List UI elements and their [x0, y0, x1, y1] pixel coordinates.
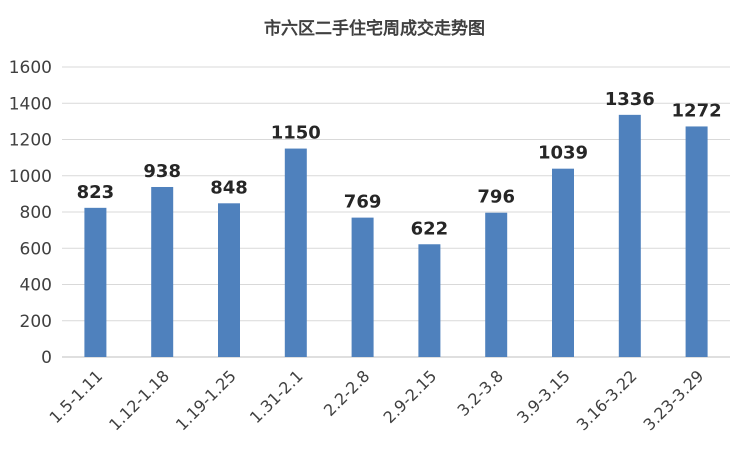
y-tick-label: 600 — [20, 239, 52, 259]
y-tick-label: 1000 — [9, 167, 52, 187]
x-tick-label: 3.23-3.29 — [640, 366, 708, 434]
chart-title: 市六区二手住宅周成交走势图 — [264, 19, 485, 39]
x-tick-label: 3.2-3.8 — [454, 366, 508, 420]
y-tick-label: 1200 — [9, 131, 52, 151]
x-tick-label: 1.19-1.25 — [172, 366, 240, 434]
bar — [618, 114, 641, 357]
bar — [418, 244, 441, 357]
data-label: 1150 — [271, 123, 321, 144]
y-tick-label: 200 — [20, 312, 52, 332]
data-label: 938 — [143, 161, 181, 182]
bar — [351, 217, 374, 357]
data-label: 622 — [411, 218, 449, 239]
y-tick-label: 400 — [20, 276, 52, 296]
data-label: 796 — [477, 187, 515, 208]
x-tick-label: 2.9-2.15 — [380, 366, 441, 427]
x-tick-label: 1.31-2.1 — [246, 366, 307, 427]
bar — [552, 168, 574, 357]
data-label: 1272 — [672, 100, 722, 121]
x-tick-label: 1.12-1.18 — [105, 366, 173, 434]
y-tick-label: 800 — [20, 203, 52, 223]
x-tick-label: 1.5-1.11 — [46, 366, 107, 427]
bar — [685, 126, 708, 357]
bar — [284, 148, 307, 357]
x-tick-label: 3.16-3.22 — [573, 366, 641, 434]
y-tick-label: 0 — [41, 348, 52, 368]
data-label: 823 — [77, 182, 115, 203]
x-tick-label: 3.9-3.15 — [513, 366, 574, 427]
y-tick-label: 1400 — [9, 94, 52, 114]
data-label: 769 — [344, 192, 382, 213]
bar — [84, 207, 107, 357]
data-label: 1039 — [538, 143, 588, 164]
bar — [218, 203, 240, 357]
data-label: 848 — [210, 177, 248, 198]
y-tick-label: 1600 — [9, 58, 52, 78]
bar — [151, 186, 174, 357]
x-tick-label: 2.2-2.8 — [320, 366, 374, 420]
data-label: 1336 — [605, 89, 655, 110]
bar — [485, 212, 508, 357]
